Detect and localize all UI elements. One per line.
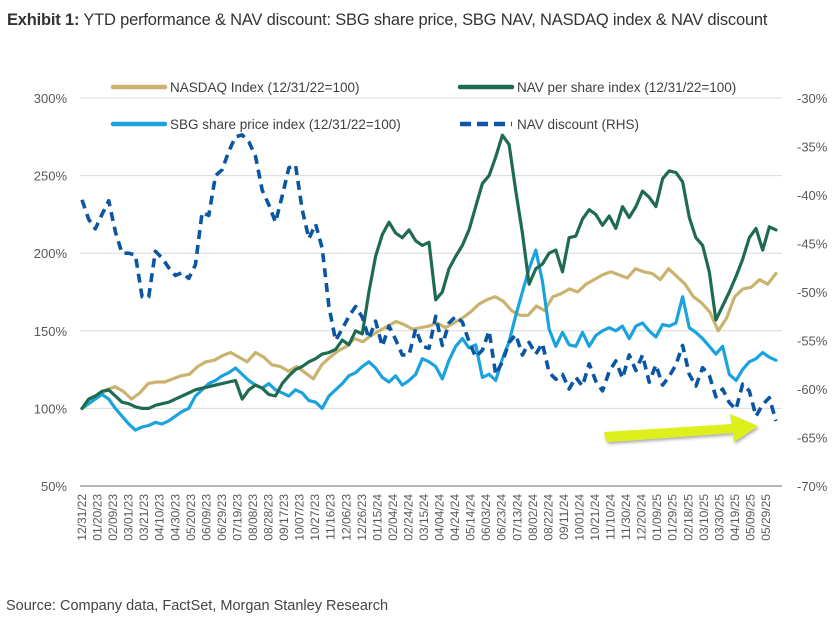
highlight-arrow bbox=[604, 414, 758, 442]
x-tick-label: 02/24/24 bbox=[401, 494, 415, 541]
x-tick-label: 05/29/25 bbox=[759, 494, 773, 541]
x-tick-label: 05/09/25 bbox=[743, 494, 757, 541]
x-tick-label: 01/09/25 bbox=[650, 494, 664, 541]
y-right-tick-label: -40% bbox=[797, 188, 828, 203]
x-tick-label: 12/26/23 bbox=[355, 494, 369, 541]
legend-label: NAV discount (RHS) bbox=[517, 117, 639, 132]
x-tick-label: 09/11/24 bbox=[557, 494, 571, 540]
x-tick-label: 09/17/23 bbox=[277, 494, 291, 541]
x-tick-label: 03/30/25 bbox=[712, 494, 726, 541]
x-tick-label: 02/18/25 bbox=[681, 494, 695, 541]
legend-label: NAV per share index (12/31/22=100) bbox=[517, 80, 736, 95]
x-tick-label: 03/01/23 bbox=[122, 494, 136, 541]
legend-item: SBG share price index (12/31/22=100) bbox=[110, 117, 401, 132]
x-tick-label: 06/09/23 bbox=[199, 494, 213, 541]
y-right-tick-label: -60% bbox=[797, 382, 828, 397]
x-tick-label: 06/03/24 bbox=[479, 494, 493, 541]
x-tick-label: 07/19/23 bbox=[230, 494, 244, 541]
x-tick-label: 03/10/25 bbox=[697, 494, 711, 541]
series-line-nasdaq-index-12-31-22-100 bbox=[80, 267, 778, 410]
x-tick-label: 01/29/25 bbox=[666, 494, 680, 541]
legend-item: NAV per share index (12/31/22=100) bbox=[457, 80, 736, 95]
x-tick-label: 03/15/24 bbox=[417, 494, 431, 541]
series-group bbox=[80, 133, 778, 432]
x-axis: 12/31/22 01/20/23 02/09/23 03/01/23 03/21/23… bbox=[75, 494, 773, 541]
x-tick-label: 03/21/23 bbox=[137, 494, 151, 541]
x-tick-label: 10/01/24 bbox=[572, 494, 586, 541]
legend-item: NAV discount (RHS) bbox=[460, 117, 639, 132]
x-tick-label: 05/20/23 bbox=[184, 494, 198, 541]
x-tick-label: 12/20/24 bbox=[635, 494, 649, 541]
y-left-tick-label: 250% bbox=[34, 169, 68, 184]
x-tick-label: 02/09/23 bbox=[106, 494, 120, 541]
y-right-tick-label: -30% bbox=[797, 91, 828, 106]
series-line-nav-discount-rhs bbox=[80, 133, 778, 422]
y-left-tick-label: 300% bbox=[34, 91, 68, 106]
x-tick-label: 05/14/24 bbox=[464, 494, 478, 541]
x-tick-label: 08/02/24 bbox=[526, 494, 540, 541]
title-text: YTD performance & NAV discount: SBG shar… bbox=[79, 11, 768, 29]
y-right-tick-label: -45% bbox=[797, 237, 828, 252]
y-right-tick-label: -55% bbox=[797, 334, 828, 349]
source-note: Source: Company data, FactSet, Morgan St… bbox=[6, 598, 389, 614]
x-tick-label: 02/04/24 bbox=[386, 494, 400, 541]
x-tick-label: 08/22/24 bbox=[541, 494, 555, 541]
x-tick-label: 10/27/23 bbox=[308, 494, 322, 541]
x-tick-label: 11/30/24 bbox=[619, 494, 633, 540]
x-tick-label: 10/07/23 bbox=[293, 494, 307, 541]
x-tick-label: 10/21/24 bbox=[588, 494, 602, 541]
legend-label: NASDAQ Index (12/31/22=100) bbox=[170, 80, 360, 95]
y-left-tick-label: 50% bbox=[41, 479, 67, 494]
x-tick-label: 04/19/25 bbox=[728, 494, 742, 541]
legend-label: SBG share price index (12/31/22=100) bbox=[170, 117, 401, 132]
y-right-tick-label: -50% bbox=[797, 285, 828, 300]
series-line-nav-per-share-index-12-31-22-100 bbox=[80, 133, 778, 410]
legend-item: NASDAQ Index (12/31/22=100) bbox=[110, 80, 360, 95]
y-left-tick-label: 200% bbox=[34, 246, 68, 261]
annotation-group bbox=[604, 414, 758, 442]
x-tick-label: 12/31/22 bbox=[75, 494, 89, 541]
x-tick-label: 11/10/24 bbox=[604, 494, 618, 540]
series-line-sbg-share-price-index-12-31-22-100 bbox=[80, 248, 778, 432]
legend: NASDAQ Index (12/31/22=100) NAV per share… bbox=[110, 80, 736, 132]
x-tick-label: 04/10/23 bbox=[153, 494, 167, 541]
x-tick-label: 04/24/24 bbox=[448, 494, 462, 541]
y-axis-left: 50% 100% 150% 200% 250% 300% bbox=[34, 91, 68, 494]
x-tick-label: 01/15/24 bbox=[370, 494, 384, 541]
y-left-tick-label: 100% bbox=[34, 401, 68, 416]
x-tick-label: 04/04/24 bbox=[433, 494, 447, 541]
chart-title: Exhibit 1: YTD performance & NAV discoun… bbox=[7, 11, 767, 30]
x-tick-label: 04/30/23 bbox=[168, 494, 182, 541]
y-right-tick-label: -35% bbox=[797, 140, 828, 155]
y-left-tick-label: 150% bbox=[34, 324, 68, 339]
x-tick-label: 11/16/23 bbox=[324, 494, 338, 540]
x-tick-label: 12/06/23 bbox=[339, 494, 353, 541]
y-axis-right: -70% -65% -60% -55% -50% -45% -40% -35% -30% bbox=[797, 91, 828, 494]
x-tick-label: 06/23/24 bbox=[495, 494, 509, 541]
x-tick-label: 06/29/23 bbox=[215, 494, 229, 541]
x-tick-label: 07/13/24 bbox=[510, 494, 524, 541]
x-tick-label: 08/28/23 bbox=[262, 494, 276, 541]
exhibit-label: Exhibit 1: bbox=[7, 11, 80, 29]
y-right-tick-label: -65% bbox=[797, 431, 828, 446]
y-right-tick-label: -70% bbox=[797, 479, 828, 494]
x-tick-label: 08/08/23 bbox=[246, 494, 260, 541]
x-tick-label: 01/20/23 bbox=[91, 494, 105, 541]
